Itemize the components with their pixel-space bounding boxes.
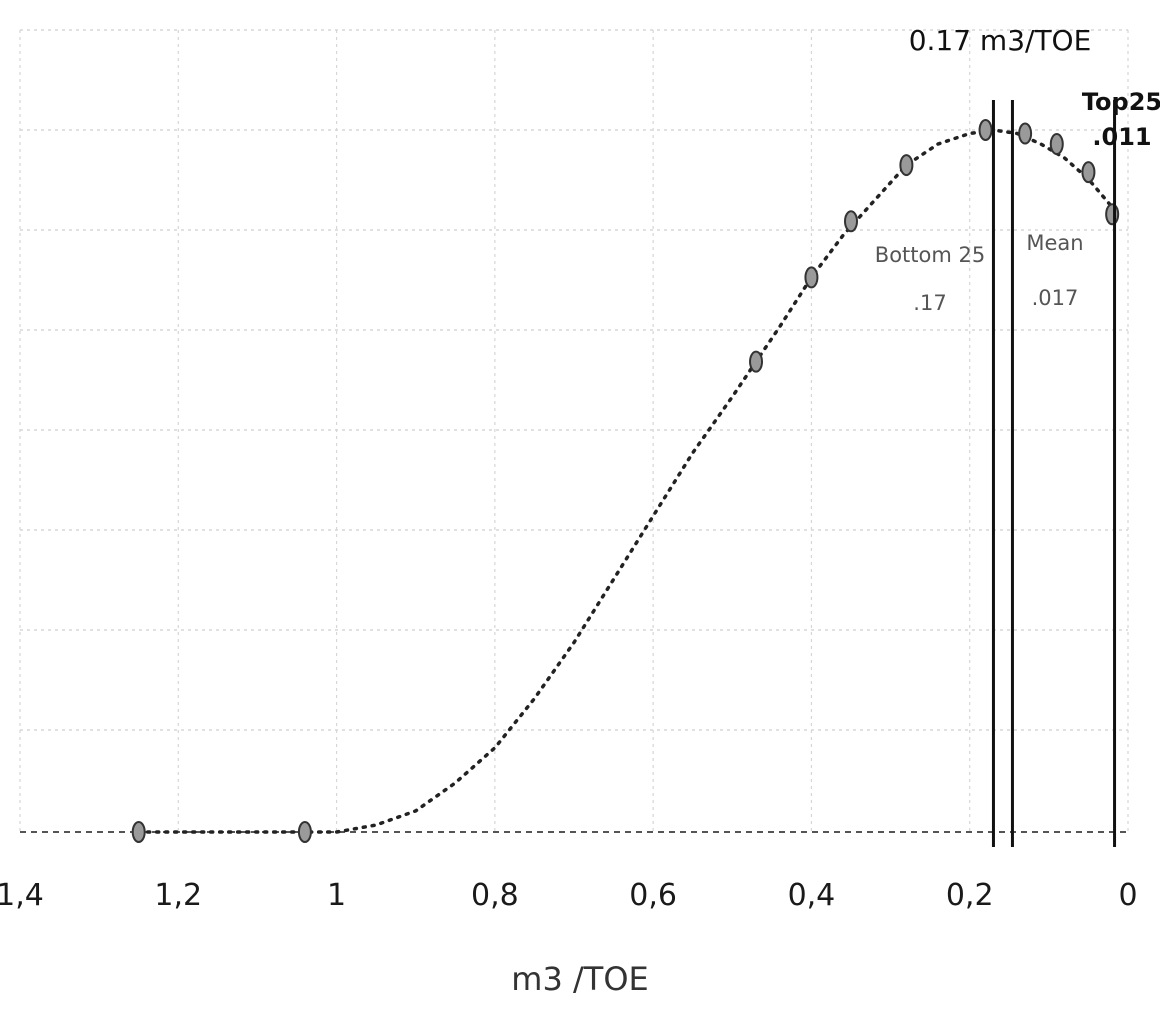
data-markers [131,119,1120,843]
x-axis-ticks: 1,4 1,2 1 0,8 0,6 0,4 0,2 0 [0,878,1138,913]
curve-line [136,128,1114,834]
data-marker-0 [131,821,146,843]
distribution-curve [136,128,1114,834]
data-marker-4 [844,210,858,233]
x-tick-label: 0,6 [629,878,677,913]
data-marker-9 [1081,161,1096,184]
data-marker-8 [1049,133,1064,156]
mean-label: Mean [1026,231,1083,255]
x-tick-label: 0,2 [946,878,994,913]
data-marker-10 [1105,203,1120,226]
reference-lines [991,100,1117,847]
data-marker-5 [899,154,914,177]
data-marker-3 [804,266,819,289]
x-tick-label: 1,2 [154,878,202,913]
top-label: 0.17 m3/TOE [909,24,1092,57]
x-tick-label: 1,4 [0,878,44,913]
data-marker-7 [1018,122,1033,145]
x-tick-label: 1 [327,878,346,913]
x-tick-label: 0,4 [788,878,836,913]
bottom25-value: .17 [913,291,946,315]
grid [19,29,1129,832]
top25-label: Top25 [1082,88,1160,116]
x-tick-label: 0 [1118,878,1137,913]
data-marker-6 [978,119,993,141]
data-marker-1 [297,821,312,843]
top25-value: .011 [1092,123,1151,151]
x-axis-title: m3 /TOE [511,960,648,998]
mean-value: .017 [1032,286,1079,310]
x-tick-label: 0,8 [471,878,519,913]
data-marker-2 [749,350,764,373]
bottom25-label: Bottom 25 [875,243,985,267]
